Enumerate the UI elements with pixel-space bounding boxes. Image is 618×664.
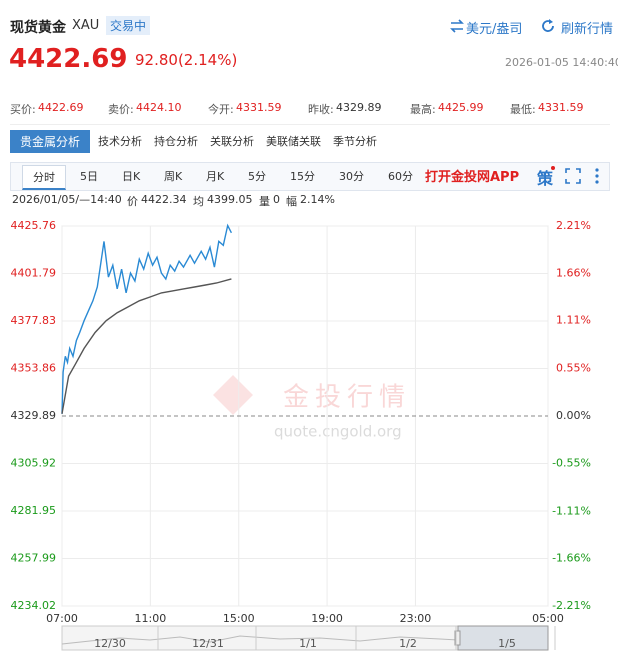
y2-tick-label: -1.11%: [552, 504, 591, 517]
x-tick-label: 23:00: [400, 612, 432, 625]
info-value: 4399.05: [207, 193, 253, 206]
chart: 金投行情 quote.cngold.org 07:00 11:00 15:00 19:…: [11, 219, 591, 651]
period-tab[interactable]: 周K: [164, 170, 183, 183]
period-tab[interactable]: 分时: [22, 165, 66, 190]
stat-value: 4424.10: [136, 101, 182, 114]
y-tick-label: 4353.86: [11, 361, 57, 374]
analysis-tab[interactable]: 持仓分析: [154, 135, 198, 148]
more-button[interactable]: [594, 167, 600, 185]
info-value: 4422.34: [141, 193, 187, 206]
y2-tick-label: 0.55%: [556, 362, 591, 375]
navigator-label: 1/1: [299, 637, 317, 650]
stat-label: 今开:: [208, 103, 234, 116]
y2-tick-label: 2.21%: [556, 219, 591, 232]
analysis-tab[interactable]: 贵金属分析: [10, 130, 91, 153]
x-tick-label: 11:00: [135, 612, 167, 625]
period-tab[interactable]: 30分: [339, 170, 364, 183]
series-line: [61, 278, 232, 414]
y2-tick-label: -0.55%: [552, 456, 591, 469]
y2-tick-label: -2.21%: [552, 599, 591, 612]
status-badge: 交易中: [106, 16, 151, 35]
navigator-label: 12/31: [192, 637, 224, 650]
info-label: 量: [259, 195, 270, 208]
series-line: [61, 223, 233, 414]
navigator-sparkline: [61, 635, 459, 645]
x-tick-label: 19:00: [311, 612, 343, 625]
info-label: 均: [193, 195, 204, 208]
stat-label: 昨收:: [308, 103, 334, 116]
y2-tick-label: 1.11%: [556, 314, 591, 327]
analysis-tab[interactable]: 季节分析: [333, 135, 377, 148]
period-tab[interactable]: 月K: [206, 170, 225, 183]
navigator-label: 12/30: [94, 637, 126, 650]
analysis-tab[interactable]: 美联储关联: [266, 135, 321, 148]
info-value: 2.14%: [300, 193, 335, 206]
stat-label: 最低:: [510, 103, 536, 116]
price-change: 92.80(2.14%): [135, 51, 238, 69]
info-label: 幅: [286, 195, 297, 208]
stat-value: 4422.69: [38, 101, 84, 114]
stat-value: 4331.59: [538, 101, 584, 114]
refresh-icon: [542, 19, 554, 32]
x-tick-label: 15:00: [223, 612, 255, 625]
period-bar: [10, 162, 610, 191]
instrument-name: 现货黄金: [10, 20, 66, 36]
analysis-tab[interactable]: 技术分析: [98, 135, 142, 148]
stat-label: 卖价:: [108, 103, 134, 116]
divider: [10, 124, 610, 125]
y2-tick-label: 0.00%: [556, 409, 591, 422]
stat-value: 4331.59: [236, 101, 282, 114]
navigator-label: 1/2: [399, 637, 417, 650]
unit-icon: [450, 19, 464, 33]
stat-value: 4425.99: [438, 101, 484, 114]
watermark-logo: [213, 375, 253, 415]
stat-value: 4329.89: [336, 101, 382, 114]
period-tab[interactable]: 15分: [290, 170, 315, 183]
y-tick-label: 4329.89: [11, 409, 57, 422]
info-time: 2026/01/05/—14:40: [12, 193, 122, 206]
badge-dot: [551, 166, 555, 170]
watermark-title: 金投行情: [283, 383, 411, 413]
y-tick-label: 4401.79: [11, 267, 57, 280]
info-label: 价: [127, 195, 138, 208]
y-tick-label: 4257.99: [11, 551, 57, 564]
period-tab[interactable]: 日K: [122, 170, 141, 183]
stat-label: 买价:: [10, 103, 36, 116]
analysis-tab[interactable]: 关联分析: [210, 135, 254, 148]
y-tick-label: 4305.92: [11, 457, 57, 470]
period-tab[interactable]: 5分: [248, 170, 266, 183]
period-tab[interactable]: 60分: [388, 170, 413, 183]
refresh-button[interactable]: 刷新行情: [561, 22, 614, 37]
y-tick-label: 4234.02: [11, 599, 57, 612]
x-tick-label: 07:00: [46, 612, 78, 625]
period-tab[interactable]: 5日: [80, 170, 98, 183]
stat-label: 最高:: [410, 103, 436, 116]
y-tick-label: 4425.76: [11, 219, 57, 232]
navigator-label: 1/5: [498, 637, 516, 650]
unit-switch[interactable]: 美元/盎司: [466, 22, 523, 37]
navigator-handle: [454, 630, 461, 646]
current-price: 4422.69: [9, 44, 128, 74]
x-tick-label: 05:00: [532, 612, 564, 625]
instrument-code: XAU: [72, 18, 100, 33]
y2-tick-label: 1.66%: [556, 266, 591, 279]
strategy-button[interactable]: 策: [537, 169, 554, 188]
app-link[interactable]: 打开金投网APP: [425, 170, 520, 185]
quote-time: 2026-01-05 14:40:40: [505, 56, 618, 69]
y2-tick-label: -1.66%: [552, 552, 591, 565]
y-tick-label: 4281.95: [11, 504, 57, 517]
fullscreen-button[interactable]: [565, 168, 581, 184]
y-tick-label: 4377.83: [11, 314, 57, 327]
info-value: 0: [273, 193, 280, 206]
watermark-url: quote.cngold.org: [274, 423, 402, 441]
